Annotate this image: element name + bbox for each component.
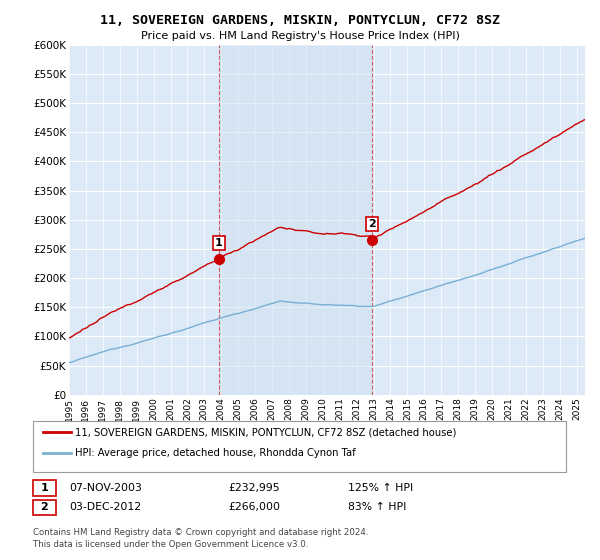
- Text: £266,000: £266,000: [228, 502, 280, 512]
- Text: 2: 2: [368, 219, 376, 229]
- Text: 1: 1: [41, 483, 48, 493]
- Text: Contains HM Land Registry data © Crown copyright and database right 2024.
This d: Contains HM Land Registry data © Crown c…: [33, 528, 368, 549]
- Text: 11, SOVEREIGN GARDENS, MISKIN, PONTYCLUN, CF72 8SZ (detached house): 11, SOVEREIGN GARDENS, MISKIN, PONTYCLUN…: [75, 427, 457, 437]
- Bar: [219, 45, 372, 395]
- Text: 07-NOV-2003: 07-NOV-2003: [69, 483, 142, 493]
- Text: 11, SOVEREIGN GARDENS, MISKIN, PONTYCLUN, CF72 8SZ: 11, SOVEREIGN GARDENS, MISKIN, PONTYCLUN…: [100, 14, 500, 27]
- Text: 125% ↑ HPI: 125% ↑ HPI: [348, 483, 413, 493]
- Text: 2: 2: [41, 502, 48, 512]
- Text: 03-DEC-2012: 03-DEC-2012: [69, 502, 141, 512]
- Text: HPI: Average price, detached house, Rhondda Cynon Taf: HPI: Average price, detached house, Rhon…: [75, 448, 356, 458]
- Text: 1: 1: [215, 239, 223, 249]
- Text: 83% ↑ HPI: 83% ↑ HPI: [348, 502, 406, 512]
- Text: £232,995: £232,995: [228, 483, 280, 493]
- Text: Price paid vs. HM Land Registry's House Price Index (HPI): Price paid vs. HM Land Registry's House …: [140, 31, 460, 41]
